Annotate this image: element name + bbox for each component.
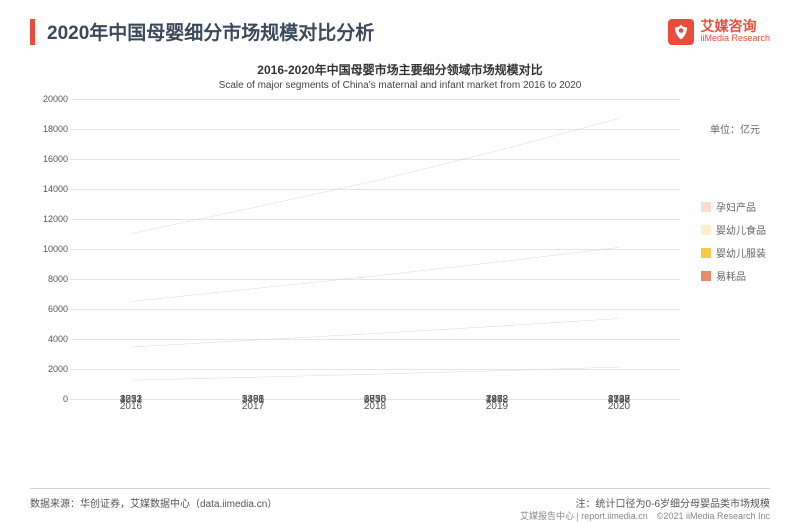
- bar-value: 8598: [608, 394, 630, 405]
- title-wrap: 2020年中国母婴细分市场规模对比分析: [30, 18, 374, 45]
- y-tick: 12000: [43, 214, 68, 224]
- trend-lines: [70, 99, 680, 399]
- legend-item: 婴幼儿食品: [701, 222, 766, 237]
- legend-swatch: [701, 271, 711, 281]
- bar-value: 6335: [364, 394, 386, 405]
- page-title: 2020年中国母婴细分市场规模对比分析: [47, 18, 374, 45]
- bars-area: 1253221230314532145124663435539816562710…: [70, 99, 680, 399]
- bar-value: 5398: [242, 394, 264, 405]
- unit-label: 单位：亿元: [710, 121, 760, 136]
- footer-copyright: 艾媒报告中心 | report.iimedia.cn ©2021 iiMedia…: [520, 509, 770, 522]
- footer-source: 数据来源：华创证券，艾媒数据中心（data.iimedia.cn）: [30, 495, 277, 510]
- legend-label: 婴幼儿食品: [716, 222, 766, 237]
- legend-item: 婴幼儿服装: [701, 245, 766, 260]
- legend-label: 易耗品: [716, 268, 746, 283]
- legend-label: 孕妇产品: [716, 199, 756, 214]
- legend-swatch: [701, 225, 711, 235]
- y-tick: 6000: [48, 304, 68, 314]
- y-tick: 20000: [43, 94, 68, 104]
- plot: 单位：亿元 0200040006000800010000120001400016…: [70, 99, 680, 419]
- y-tick: 4000: [48, 334, 68, 344]
- legend-swatch: [701, 202, 711, 212]
- y-tick: 16000: [43, 154, 68, 164]
- chart-title: 2016-2020年中国母婴市场主要细分领域市场规模对比: [30, 61, 770, 78]
- y-axis: 0200040006000800010000120001400016000180…: [30, 99, 68, 399]
- y-tick: 14000: [43, 184, 68, 194]
- logo-text: 艾媒咨询 iiMedia Research: [700, 19, 770, 44]
- accent-bar: [30, 19, 35, 45]
- page: 2020年中国母婴细分市场规模对比分析 艾媒咨询 iiMedia Researc…: [0, 0, 800, 520]
- legend-item: 易耗品: [701, 268, 766, 283]
- y-tick: 0: [63, 394, 68, 404]
- footer-note: 注：统计口径为0-6岁细分母婴品类市场规模: [576, 495, 770, 510]
- footer: 数据来源：华创证券，艾媒数据中心（data.iimedia.cn） 注：统计口径…: [30, 488, 770, 510]
- legend-item: 孕妇产品: [701, 199, 766, 214]
- logo-cn: 艾媒咨询: [700, 19, 770, 34]
- y-tick: 8000: [48, 274, 68, 284]
- logo-en: iiMedia Research: [700, 34, 770, 44]
- logo-icon: [668, 19, 694, 45]
- y-tick: 2000: [48, 364, 68, 374]
- legend-label: 婴幼儿服装: [716, 245, 766, 260]
- bar-value: 4532: [120, 394, 142, 405]
- logo: 艾媒咨询 iiMedia Research: [668, 19, 770, 45]
- bar-value: 7412: [486, 394, 508, 405]
- chart-subtitle: Scale of major segments of China's mater…: [30, 80, 770, 91]
- legend: 孕妇产品婴幼儿食品婴幼儿服装易耗品: [701, 199, 766, 291]
- legend-swatch: [701, 248, 711, 258]
- y-tick: 10000: [43, 244, 68, 254]
- header: 2020年中国母婴细分市场规模对比分析 艾媒咨询 iiMedia Researc…: [0, 0, 800, 53]
- y-tick: 18000: [43, 124, 68, 134]
- chart-area: 2016-2020年中国母婴市场主要细分领域市场规模对比 Scale of ma…: [30, 61, 770, 441]
